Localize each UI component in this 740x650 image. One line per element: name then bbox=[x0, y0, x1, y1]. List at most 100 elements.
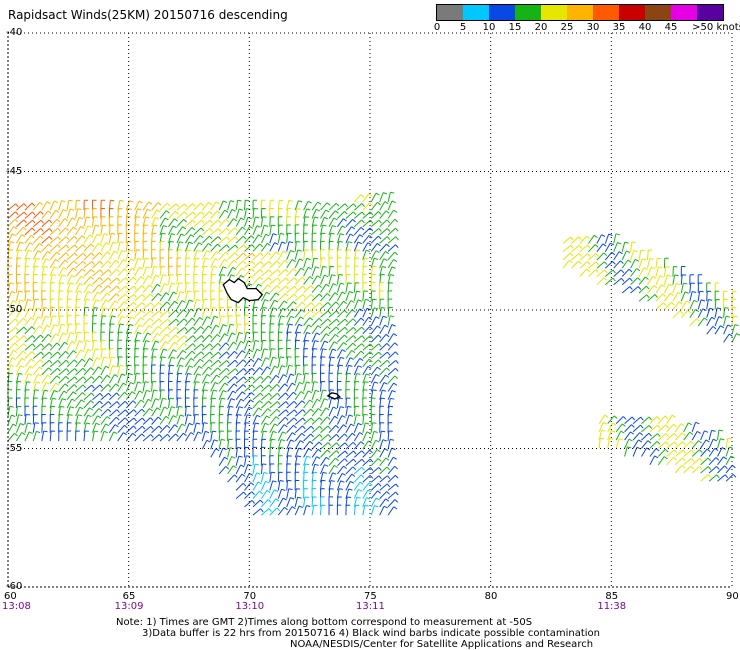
wind-barb bbox=[303, 276, 314, 285]
wind-barb bbox=[337, 309, 348, 318]
wind-barb bbox=[227, 447, 235, 458]
wind-barb bbox=[100, 374, 111, 384]
wind-barb bbox=[277, 471, 283, 483]
wind-barb bbox=[320, 504, 326, 516]
wind-barb bbox=[201, 430, 210, 442]
wind-barb bbox=[125, 294, 137, 302]
wind-barb bbox=[632, 432, 644, 441]
wind-barb bbox=[125, 432, 137, 442]
wind-barb bbox=[66, 208, 75, 219]
wind-barb bbox=[666, 449, 678, 457]
wind-barb bbox=[109, 401, 120, 409]
wind-barb bbox=[244, 323, 250, 334]
wind-barb bbox=[125, 309, 137, 318]
wind-barb bbox=[689, 291, 697, 302]
wind-barb bbox=[697, 299, 706, 310]
wind-barb bbox=[201, 298, 208, 310]
wind-barb bbox=[176, 241, 184, 252]
wind-barb bbox=[252, 414, 261, 425]
wind-barb bbox=[638, 267, 648, 277]
wind-barb bbox=[66, 267, 77, 277]
wind-barb bbox=[345, 414, 354, 425]
wind-barb bbox=[613, 269, 625, 277]
wind-barb bbox=[58, 244, 70, 252]
wind-barb bbox=[66, 341, 76, 351]
wind-barb bbox=[41, 359, 53, 368]
wind-barb bbox=[24, 282, 30, 293]
wind-barb bbox=[176, 405, 183, 417]
wind-barb bbox=[75, 244, 86, 252]
wind-barb bbox=[58, 368, 70, 376]
wind-barb bbox=[201, 381, 210, 392]
wind-barb bbox=[320, 389, 327, 400]
wind-barb bbox=[632, 416, 644, 424]
wind-barb bbox=[320, 209, 330, 219]
wind-barb bbox=[294, 391, 305, 400]
wind-barb bbox=[218, 466, 230, 475]
wind-barb bbox=[176, 349, 187, 359]
wind-barb bbox=[345, 327, 357, 335]
legend-swatch bbox=[515, 5, 541, 20]
wind-barb bbox=[303, 440, 314, 450]
wind-barb bbox=[134, 381, 142, 392]
wind-barb bbox=[277, 224, 283, 235]
wind-barb bbox=[277, 216, 283, 227]
wind-barb bbox=[277, 348, 283, 359]
legend-label: 45 bbox=[664, 22, 678, 33]
wind-barb bbox=[210, 351, 222, 359]
kerguelen-islands bbox=[222, 277, 264, 304]
wind-barb bbox=[134, 324, 144, 335]
wind-barb bbox=[370, 290, 376, 301]
wind-barb bbox=[218, 438, 226, 450]
wind-barb bbox=[664, 302, 675, 310]
wind-barb bbox=[176, 335, 188, 343]
wind-barb bbox=[210, 367, 221, 376]
wind-barb bbox=[210, 334, 221, 343]
wind-barb bbox=[100, 384, 112, 392]
wind-barb bbox=[649, 455, 659, 466]
longitude-label: 80 bbox=[484, 591, 498, 602]
legend-swatch bbox=[593, 5, 619, 20]
wind-barb bbox=[286, 249, 295, 260]
wind-barb bbox=[66, 430, 72, 441]
wind-barb bbox=[638, 294, 650, 302]
wind-barb bbox=[252, 323, 258, 334]
wind-barb bbox=[142, 434, 154, 442]
wind-barb bbox=[571, 236, 582, 244]
wind-barb bbox=[193, 351, 205, 359]
wind-barb bbox=[210, 430, 217, 442]
wind-barb bbox=[370, 490, 381, 499]
wind-barb bbox=[286, 439, 295, 450]
wind-barb bbox=[613, 251, 623, 261]
wind-barb bbox=[588, 261, 600, 269]
wind-barb bbox=[277, 307, 287, 318]
wind-barb bbox=[362, 440, 372, 450]
wind-barb bbox=[353, 317, 365, 326]
wind-barb bbox=[630, 286, 642, 294]
wind-barb bbox=[218, 342, 230, 351]
wind-barb bbox=[362, 242, 372, 252]
wind-barb bbox=[49, 390, 58, 400]
wind-barb bbox=[24, 211, 36, 219]
wind-barb bbox=[596, 261, 608, 269]
wind-barb bbox=[159, 257, 165, 268]
wind-barb bbox=[708, 457, 720, 466]
wind-barb bbox=[92, 339, 98, 351]
wind-barb bbox=[303, 399, 314, 409]
wind-barb bbox=[58, 274, 66, 285]
wind-barb bbox=[320, 442, 332, 450]
wind-barb bbox=[328, 415, 339, 425]
wind-barb bbox=[184, 282, 191, 293]
wind-barb bbox=[723, 298, 728, 310]
wind-barb bbox=[142, 310, 154, 318]
wind-barb bbox=[370, 298, 377, 310]
wind-barb bbox=[227, 368, 239, 376]
wind-barb bbox=[244, 491, 255, 499]
wind-barb bbox=[277, 383, 289, 392]
wind-barb bbox=[100, 269, 112, 277]
wind-barb bbox=[58, 209, 67, 219]
wind-barb bbox=[142, 302, 154, 310]
wind-barb bbox=[286, 301, 297, 310]
wind-barb bbox=[235, 350, 246, 359]
wind-barb bbox=[362, 365, 372, 376]
